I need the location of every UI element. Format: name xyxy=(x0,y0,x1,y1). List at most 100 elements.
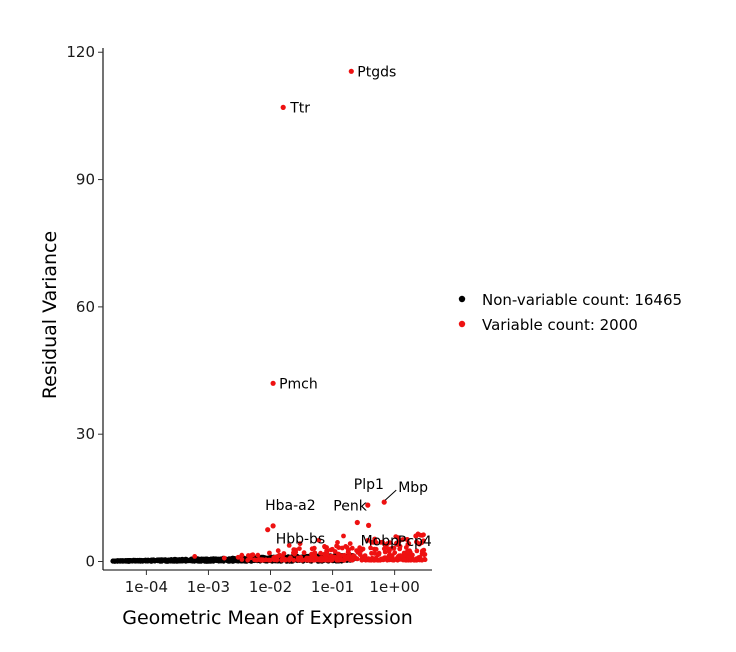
legend-label: Non-variable count: 16465 xyxy=(482,291,682,309)
variable-point xyxy=(239,557,245,562)
non-variable-point xyxy=(206,559,211,564)
gene-label-mobp: Mobp xyxy=(361,533,400,549)
variable-point xyxy=(347,541,353,546)
non-variable-point xyxy=(137,558,143,564)
variable-point xyxy=(411,557,417,563)
chart-marks xyxy=(110,68,428,564)
non-variable-point xyxy=(110,558,115,564)
variable-point xyxy=(275,548,281,554)
gene-label-ttr: Ttr xyxy=(289,100,310,116)
variable-point xyxy=(369,550,374,556)
variable-point xyxy=(358,548,364,553)
non-variable-point xyxy=(151,558,157,563)
variable-point xyxy=(365,537,371,543)
variable-point xyxy=(414,548,420,554)
labeled-point xyxy=(348,68,354,74)
variable-point xyxy=(239,552,245,558)
y-tick-label: 90 xyxy=(76,171,95,189)
labeled-point xyxy=(354,519,360,526)
variable-point xyxy=(376,551,382,557)
variable-point xyxy=(341,533,346,539)
legend-swatch xyxy=(458,295,466,303)
variable-point xyxy=(339,545,345,551)
gene-label-mbp: Mbp xyxy=(398,480,428,496)
variable-point xyxy=(344,555,350,560)
gene-label-ptgds: Ptgds xyxy=(357,64,396,80)
variable-point xyxy=(252,557,257,563)
variable-point xyxy=(335,540,340,545)
variable-point xyxy=(304,557,309,563)
labeled-point xyxy=(270,523,276,529)
variable-point xyxy=(336,551,341,557)
labeled-point xyxy=(365,502,371,508)
non-variable-point xyxy=(212,557,217,562)
variable-point xyxy=(401,557,407,563)
x-axis-title: Geometric Mean of Expression xyxy=(122,607,413,629)
variable-point xyxy=(267,550,272,556)
gene-label-hba-a2: Hba-a2 xyxy=(265,498,316,514)
variable-point xyxy=(334,543,339,549)
chart-axes: 0 30 60 90 120 1e-04 1e-03 1e-02 1e-01 1e+00 Geome… xyxy=(39,43,432,629)
variable-point xyxy=(394,542,400,547)
variable-point xyxy=(291,557,297,563)
variable-point xyxy=(385,541,390,546)
variable-point xyxy=(221,555,227,561)
variable-point xyxy=(368,545,373,551)
variable-point xyxy=(373,540,379,545)
x-tick-label: 1e-02 xyxy=(249,578,292,596)
non-variable-point xyxy=(123,558,128,564)
non-variable-point xyxy=(162,557,168,562)
variable-point xyxy=(350,554,356,560)
non-variable-point xyxy=(154,558,160,564)
variable-point xyxy=(369,539,374,545)
variable-point xyxy=(318,550,323,556)
variable-point xyxy=(397,546,403,552)
x-tick-label: 1e+00 xyxy=(369,578,419,596)
non-variable-point xyxy=(198,558,204,563)
variable-point xyxy=(319,556,325,562)
variable-point xyxy=(260,557,266,563)
non-variable-point xyxy=(117,559,123,564)
variable-point xyxy=(403,545,409,550)
gene-label-pmch: Pmch xyxy=(279,376,318,392)
variable-point xyxy=(380,539,385,545)
variable-point xyxy=(420,548,425,554)
variable-point xyxy=(418,557,424,562)
variable-point xyxy=(400,537,406,542)
non-variable-point xyxy=(132,558,138,564)
variable-point xyxy=(297,541,303,547)
variable-point xyxy=(324,550,330,556)
variable-point xyxy=(349,545,355,551)
variable-point xyxy=(338,557,343,562)
variable-point xyxy=(235,554,241,560)
variable-points xyxy=(192,68,428,563)
non-variable-point xyxy=(173,557,178,563)
labeled-point xyxy=(366,522,372,529)
variable-point xyxy=(393,534,399,539)
variable-point xyxy=(405,550,410,555)
labeled-point xyxy=(265,527,271,533)
variable-point xyxy=(414,539,419,545)
legend-label: Variable count: 2000 xyxy=(482,316,638,334)
x-tick-label: 1e-03 xyxy=(187,578,230,596)
variable-point xyxy=(422,557,428,563)
variable-point xyxy=(380,557,386,563)
variable-point xyxy=(404,537,410,542)
variable-point xyxy=(389,553,395,559)
variable-point xyxy=(255,552,261,558)
gene-labels: Ptgds Ttr Pmch Mbp Plp1 Penk Mobp Hba-a2 Hbb-bs P… xyxy=(265,64,432,550)
variable-point xyxy=(418,532,423,538)
non-variable-point xyxy=(178,557,184,563)
variable-point xyxy=(297,546,302,551)
variable-point xyxy=(266,557,272,563)
non-variable-point xyxy=(145,558,150,563)
variable-point xyxy=(301,550,307,556)
labeled-point xyxy=(381,499,387,505)
non-variable-point xyxy=(188,557,193,562)
variable-point xyxy=(291,549,297,554)
variable-point xyxy=(316,537,322,543)
labeled-point xyxy=(270,380,276,386)
variable-point xyxy=(389,546,395,551)
legend-swatch xyxy=(458,320,466,328)
variable-point xyxy=(282,557,288,563)
